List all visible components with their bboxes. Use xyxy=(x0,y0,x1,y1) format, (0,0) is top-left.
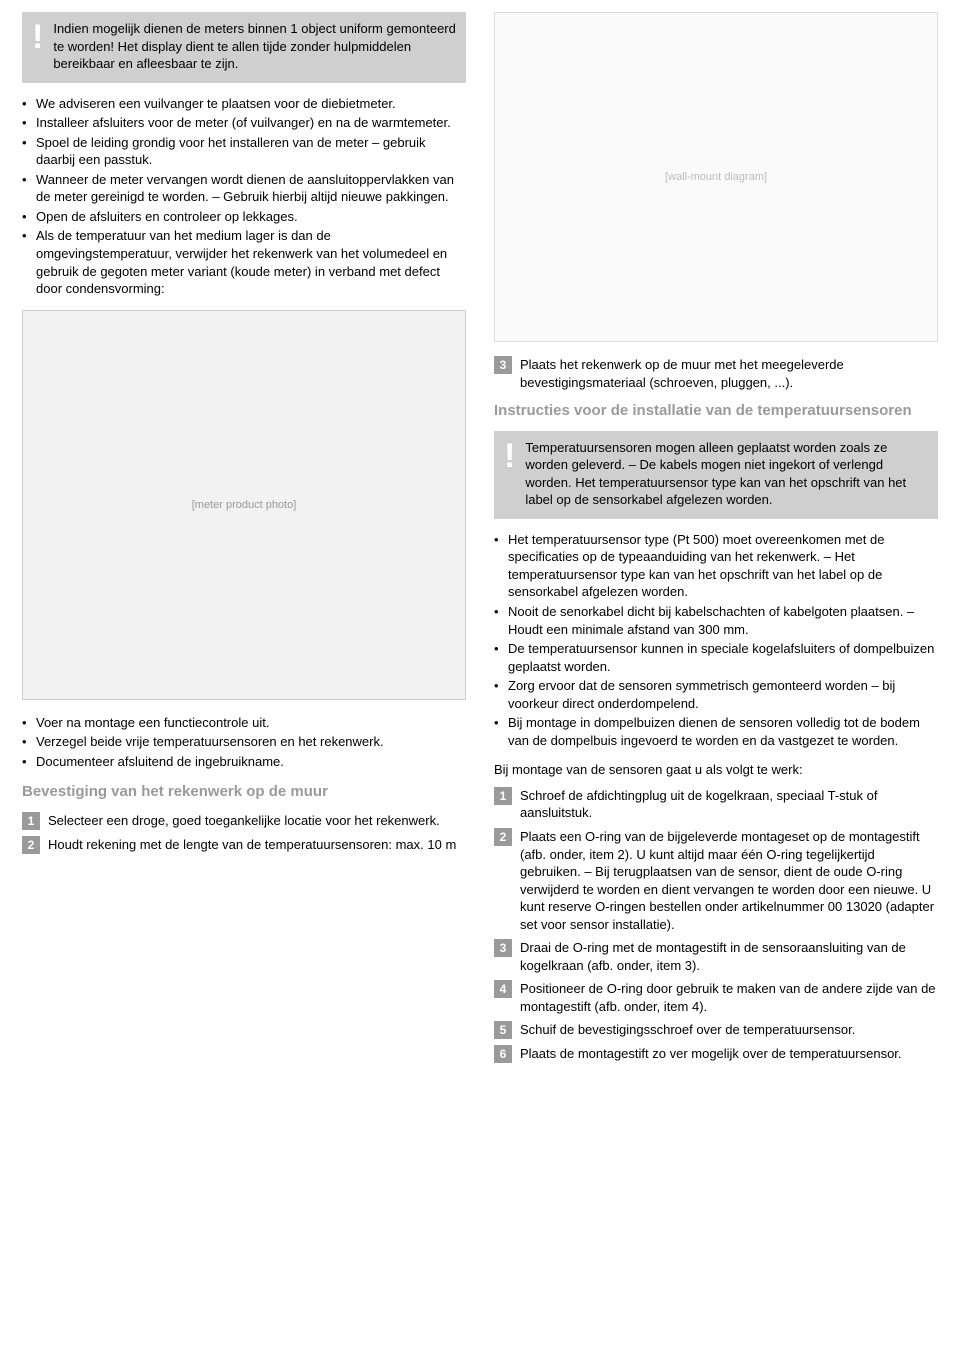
step-row: 3 Plaats het rekenwerk op de muur met he… xyxy=(494,356,938,391)
exclamation-icon: ! xyxy=(26,20,53,73)
step-text: Plaats het rekenwerk op de muur met het … xyxy=(520,356,938,391)
list-item: Nooit de senorkabel dicht bij kabelschac… xyxy=(494,603,938,638)
list-item: We adviseren een vuilvanger te plaatsen … xyxy=(22,95,466,113)
bullet-list-2: Voer na montage een functiecontrole uit.… xyxy=(22,714,466,771)
step-row: 3 Draai de O-ring met de montagestift in… xyxy=(494,939,938,974)
list-item: Wanneer de meter vervangen wordt dienen … xyxy=(22,171,466,206)
warning-text: Indien mogelijk dienen de meters binnen … xyxy=(53,20,456,73)
list-item: Het temperatuursensor type (Pt 500) moet… xyxy=(494,531,938,601)
step-row: 6 Plaats de montagestift zo ver mogelijk… xyxy=(494,1045,938,1063)
step-number: 6 xyxy=(494,1045,512,1063)
step-number: 2 xyxy=(494,828,512,846)
step-text: Plaats een O-ring van de bijgeleverde mo… xyxy=(520,828,938,933)
list-item: Zorg ervoor dat de sensoren symmetrisch … xyxy=(494,677,938,712)
meter-photo: [meter product photo] xyxy=(22,310,466,700)
list-item: Voer na montage een functiecontrole uit. xyxy=(22,714,466,732)
right-column: [wall-mount diagram] 3 Plaats het rekenw… xyxy=(494,12,938,1069)
step-text: Selecteer een droge, goed toegankelijke … xyxy=(48,812,466,830)
step-row: 2 Plaats een O-ring van de bijgeleverde … xyxy=(494,828,938,933)
step-number: 1 xyxy=(494,787,512,805)
page-columns: ! Indien mogelijk dienen de meters binne… xyxy=(22,12,938,1069)
steps-intro: Bij montage van de sensoren gaat u als v… xyxy=(494,761,938,779)
step-text: Schroef de afdichtingplug uit de kogelkr… xyxy=(520,787,938,822)
step-row: 4 Positioneer de O-ring door gebruik te … xyxy=(494,980,938,1015)
list-item: Spoel de leiding grondig voor het instal… xyxy=(22,134,466,169)
step-text: Plaats de montagestift zo ver mogelijk o… xyxy=(520,1045,938,1063)
exclamation-icon: ! xyxy=(498,439,525,509)
list-item: Documenteer afsluitend de ingebruikname. xyxy=(22,753,466,771)
list-item: Installeer afsluiters voor de meter (of … xyxy=(22,114,466,132)
warning-box: ! Temperatuursensoren mogen alleen gepla… xyxy=(494,431,938,519)
warning-box: ! Indien mogelijk dienen de meters binne… xyxy=(22,12,466,83)
step-row: 5 Schuif de bevestigingsschroef over de … xyxy=(494,1021,938,1039)
list-item: Als de temperatuur van het medium lager … xyxy=(22,227,466,297)
step-row: 1 Selecteer een droge, goed toegankelijk… xyxy=(22,812,466,830)
warning-text: Temperatuursensoren mogen alleen geplaat… xyxy=(525,439,928,509)
step-number: 5 xyxy=(494,1021,512,1039)
step-number: 1 xyxy=(22,812,40,830)
step-row: 1 Schroef de afdichtingplug uit de kogel… xyxy=(494,787,938,822)
section-heading: Bevestiging van het rekenwerk op de muur xyxy=(22,782,466,802)
step-number: 3 xyxy=(494,939,512,957)
list-item: Bij montage in dompelbuizen dienen de se… xyxy=(494,714,938,749)
wall-mount-diagram: [wall-mount diagram] xyxy=(494,12,938,342)
step-row: 2 Houdt rekening met de lengte van de te… xyxy=(22,836,466,854)
list-item: Open de afsluiters en controleer op lekk… xyxy=(22,208,466,226)
step-number: 2 xyxy=(22,836,40,854)
step-text: Positioneer de O-ring door gebruik te ma… xyxy=(520,980,938,1015)
step-text: Houdt rekening met de lengte van de temp… xyxy=(48,836,466,854)
bullet-list-1: We adviseren een vuilvanger te plaatsen … xyxy=(22,95,466,298)
step-text: Schuif de bevestigingsschroef over de te… xyxy=(520,1021,938,1039)
step-number: 4 xyxy=(494,980,512,998)
left-column: ! Indien mogelijk dienen de meters binne… xyxy=(22,12,466,1069)
list-item: Verzegel beide vrije temperatuursensoren… xyxy=(22,733,466,751)
bullet-list-3: Het temperatuursensor type (Pt 500) moet… xyxy=(494,531,938,750)
step-number: 3 xyxy=(494,356,512,374)
step-text: Draai de O-ring met de montagestift in d… xyxy=(520,939,938,974)
section-heading: Instructies voor de installatie van de t… xyxy=(494,401,938,421)
list-item: De temperatuursensor kunnen in speciale … xyxy=(494,640,938,675)
